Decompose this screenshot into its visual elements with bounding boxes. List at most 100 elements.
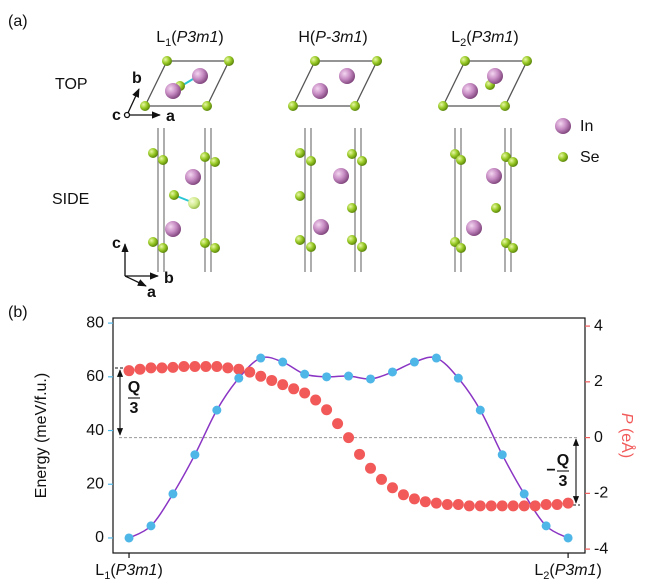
data-point	[475, 500, 486, 511]
text-part: P3m1	[116, 562, 158, 579]
data-point	[366, 374, 375, 383]
top-cells	[140, 56, 532, 111]
annotation-text: 3	[559, 473, 568, 490]
text-part: P-3m1	[315, 29, 362, 46]
data-point	[168, 489, 177, 498]
data-point	[211, 361, 222, 372]
data-point	[343, 432, 354, 443]
data-point	[497, 500, 508, 511]
data-point	[454, 374, 463, 383]
annotation-text: −	[546, 462, 555, 479]
axis-letter: c	[112, 107, 121, 124]
data-point	[519, 500, 530, 511]
data-point	[310, 394, 321, 405]
data-point	[266, 375, 277, 386]
data-point	[376, 474, 387, 485]
data-point	[244, 367, 255, 378]
legend-label: In	[580, 118, 593, 135]
text-part: L	[95, 562, 104, 579]
annotation-text: 3	[130, 400, 139, 417]
text-part: )	[597, 562, 602, 579]
text-part: L	[156, 29, 165, 46]
text-part: P3m1	[177, 29, 219, 46]
data-point	[520, 489, 529, 498]
data-point	[321, 404, 332, 415]
data-point	[277, 379, 288, 390]
text-part: H	[298, 29, 310, 46]
data-point	[299, 387, 310, 398]
data-point	[431, 498, 442, 509]
data-point	[476, 406, 485, 415]
y-tick-label: 20	[86, 475, 104, 492]
data-point	[442, 499, 453, 510]
data-point	[388, 367, 397, 376]
data-point	[322, 372, 331, 381]
text-part: )	[157, 562, 162, 579]
data-point	[541, 499, 552, 510]
data-point	[178, 361, 189, 372]
x-tick-label: L2(P3m1)	[534, 562, 601, 581]
data-point	[156, 362, 167, 373]
panel-label: (b)	[8, 304, 28, 321]
annotation-text: Q	[128, 379, 140, 396]
data-point	[409, 493, 420, 504]
data-point	[234, 374, 243, 383]
side-cells	[148, 128, 518, 272]
text-part: P	[618, 413, 635, 424]
text-part: (eÅ)	[618, 424, 637, 459]
data-point	[255, 371, 266, 382]
data-point	[453, 499, 464, 510]
data-point	[464, 500, 475, 511]
y-tick-label: 80	[86, 314, 104, 331]
text-part: P3m1	[472, 29, 514, 46]
structure-label: L2(P3m1)	[451, 29, 518, 49]
data-point	[200, 361, 211, 372]
annotation-text: Q	[557, 452, 569, 469]
data-point	[125, 533, 134, 542]
data-point	[420, 496, 431, 507]
data-point	[432, 354, 441, 363]
data-point	[564, 533, 573, 542]
data-point	[288, 383, 299, 394]
x-tick-label: L1(P3m1)	[95, 562, 162, 581]
data-point	[190, 450, 199, 459]
view-label: SIDE	[52, 191, 89, 208]
y2-tick-label: -2	[594, 485, 608, 502]
data-point	[410, 358, 419, 367]
data-point	[563, 498, 574, 509]
y2-tick-label: 2	[594, 373, 603, 390]
text-part: L	[534, 562, 543, 579]
legend-se-marker	[558, 152, 568, 162]
structures	[125, 56, 572, 286]
data-point	[365, 463, 376, 474]
data-point	[332, 418, 343, 429]
data-point	[124, 365, 135, 376]
data-point	[212, 406, 221, 415]
y-tick-label: 40	[86, 422, 104, 439]
data-point	[278, 358, 287, 367]
data-point	[498, 450, 507, 459]
data-point	[145, 362, 156, 373]
data-point	[146, 521, 155, 530]
axis-letter: c	[112, 235, 121, 252]
data-point	[398, 489, 409, 500]
text-part: )	[218, 29, 223, 46]
y2-tick-label: 0	[594, 429, 603, 446]
data-point	[256, 354, 265, 363]
view-label: TOP	[55, 76, 88, 93]
text-part: )	[513, 29, 518, 46]
y2-tick-label: -4	[594, 540, 608, 557]
y2-axis-label: P (eÅ)	[618, 413, 637, 458]
data-point	[135, 364, 146, 375]
data-point	[300, 370, 309, 379]
text-part: L	[451, 29, 460, 46]
data-point	[189, 361, 200, 372]
axis-arrows	[125, 89, 161, 286]
axis-letter: b	[132, 70, 142, 87]
text-part: P3m1	[555, 562, 597, 579]
data-point	[508, 500, 519, 511]
structure-label: L1(P3m1)	[156, 29, 223, 49]
axis-letter: a	[147, 284, 156, 301]
y-axis-label: Energy (meV/f.u.)	[33, 373, 50, 498]
panel-label: (a)	[8, 13, 28, 30]
